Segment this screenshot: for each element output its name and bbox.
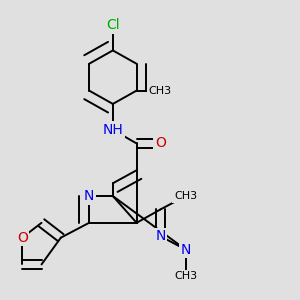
Text: CH3: CH3: [174, 271, 197, 281]
Text: O: O: [17, 231, 28, 245]
Text: CH3: CH3: [174, 191, 197, 201]
Text: Cl: Cl: [106, 18, 120, 32]
Text: N: N: [181, 243, 191, 256]
Text: N: N: [84, 189, 94, 203]
Text: O: O: [155, 136, 166, 151]
Text: NH: NH: [103, 123, 123, 137]
Text: N: N: [155, 229, 166, 243]
Text: CH3: CH3: [149, 85, 172, 96]
